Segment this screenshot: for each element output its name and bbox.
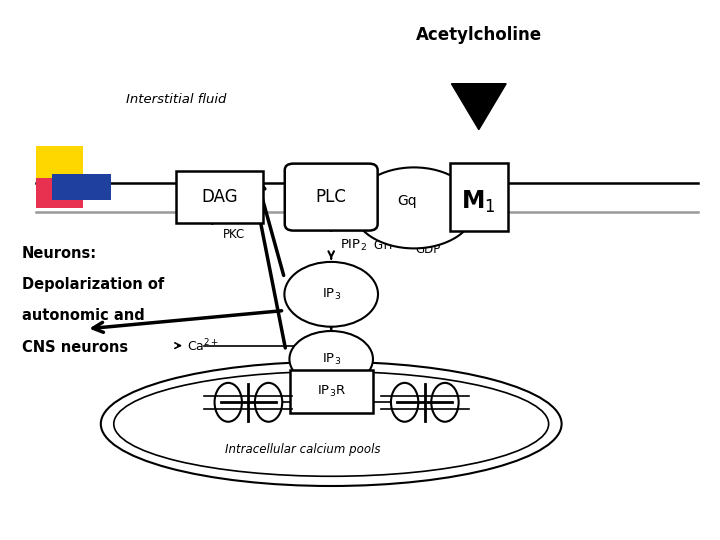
Text: Intracellular calcium pools: Intracellular calcium pools [225, 443, 380, 456]
Ellipse shape [284, 262, 378, 327]
FancyBboxPatch shape [289, 370, 373, 413]
Text: PIP$_2$: PIP$_2$ [340, 238, 366, 253]
Ellipse shape [114, 372, 549, 476]
Ellipse shape [289, 331, 373, 387]
Ellipse shape [391, 383, 418, 422]
Ellipse shape [431, 383, 459, 422]
Text: IP$_3$: IP$_3$ [322, 352, 341, 367]
FancyBboxPatch shape [176, 172, 263, 222]
Bar [36, 146, 83, 181]
Text: GTP: GTP [374, 239, 397, 252]
Text: M$_1$: M$_1$ [462, 188, 496, 214]
FancyBboxPatch shape [450, 163, 508, 231]
Ellipse shape [353, 167, 475, 248]
Text: Depolarization of: Depolarization of [22, 277, 164, 292]
Polygon shape [451, 84, 506, 130]
Text: CNS neurons: CNS neurons [22, 340, 127, 355]
Text: Acetylcholine: Acetylcholine [415, 26, 542, 44]
Text: Gq: Gq [397, 194, 417, 208]
Text: Neurons:: Neurons: [22, 246, 96, 261]
Text: PLC: PLC [316, 188, 346, 206]
FancyBboxPatch shape [285, 164, 377, 231]
Ellipse shape [255, 383, 282, 422]
Text: PKC: PKC [223, 228, 246, 241]
Text: IP$_3$: IP$_3$ [322, 287, 341, 302]
Text: IP$_3$R: IP$_3$R [317, 384, 346, 399]
Bar [52, 174, 111, 200]
Ellipse shape [215, 383, 242, 422]
Text: GDP: GDP [415, 243, 441, 256]
Text: Interstitial fluid: Interstitial fluid [126, 93, 226, 106]
Text: Ca$^{2+}$: Ca$^{2+}$ [187, 338, 220, 354]
Bar [36, 178, 83, 208]
Text: autonomic and: autonomic and [22, 308, 144, 323]
Text: DAG: DAG [202, 188, 238, 206]
